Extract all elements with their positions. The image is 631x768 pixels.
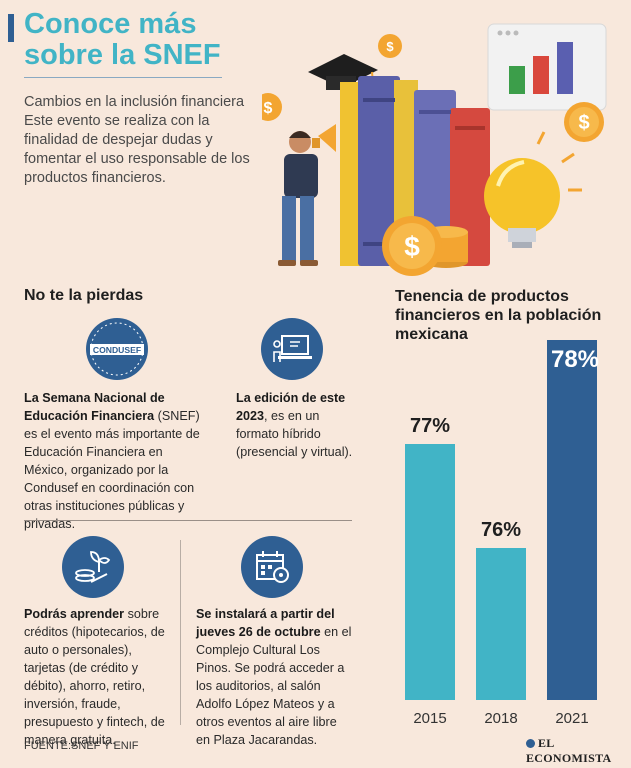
svg-text:$: $	[404, 231, 420, 262]
person-with-megaphone-icon	[278, 124, 336, 266]
svg-text:$: $	[386, 39, 394, 54]
coin-icon: $	[262, 93, 282, 121]
brand-name: EL ECONOMISTA	[526, 736, 612, 765]
edition-format-text: La edición de este 2023, es en un format…	[236, 391, 353, 459]
books-icon	[340, 76, 490, 266]
value-label-2021: 78%	[551, 346, 599, 373]
page-title: Conoce más sobre la SNEF	[24, 9, 244, 71]
bar-chart-card-icon	[487, 23, 607, 111]
svg-text:$: $	[578, 112, 589, 134]
tick-label-2018: 2018	[484, 710, 517, 727]
source-note: FUENTE:SNEF Y ENIF	[24, 740, 139, 752]
column-divider	[180, 540, 181, 725]
title-line-2: sobre la SNEF	[24, 39, 221, 71]
light-bulb-icon	[484, 131, 582, 248]
svg-text:$: $	[264, 100, 273, 117]
section-divider	[24, 520, 352, 521]
value-label-2018: 76%	[481, 519, 521, 541]
venue-details-text: Se instalará a partir del jueves 26 de o…	[196, 607, 352, 747]
condusef-logo-text: CONDUSEF	[93, 345, 141, 355]
coin-icon: $	[378, 34, 402, 58]
money-plant-icon	[62, 536, 124, 598]
coin-stack-icon: $	[382, 216, 468, 276]
snef-description: La Semana Nacional de Educación Financie…	[24, 391, 200, 531]
chart-title: Tenencia de productos financieros en la …	[395, 288, 602, 343]
intro-text: Cambios en la inclusión financiera Este …	[24, 94, 250, 186]
bar-2018	[476, 548, 526, 700]
bar-2015	[405, 444, 455, 700]
tick-label-2021: 2021	[555, 710, 588, 727]
hero-illustration: $ $ $ $	[262, 23, 607, 276]
hybrid-event-icon	[261, 318, 323, 380]
brand-logo: EL ECONOMISTA	[526, 736, 631, 766]
section-heading: No te la pierdas	[24, 287, 144, 304]
title-divider	[24, 77, 222, 78]
coin-icon: $	[564, 102, 604, 142]
bar-2021	[547, 340, 597, 700]
calendar-location-icon	[241, 536, 303, 598]
tick-label-2015: 2015	[413, 710, 446, 727]
learning-topics-text: Podrás aprender sobre créditos (hipoteca…	[24, 607, 165, 747]
condusef-logo-icon: CONDUSEF	[86, 318, 148, 380]
title-line-1: Conoce más	[24, 8, 197, 40]
financial-products-bar-chart: 77% 2015 76% 2018 78% 2021	[405, 340, 599, 727]
brand-dot-icon	[526, 739, 535, 748]
title-accent-bar	[8, 14, 14, 42]
value-label-2015: 77%	[410, 415, 450, 437]
